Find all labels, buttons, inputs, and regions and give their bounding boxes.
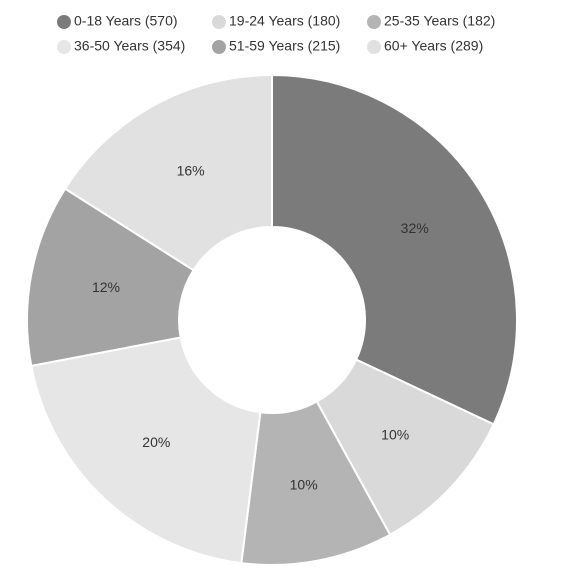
legend-label: 51-59 Years (215) (229, 38, 340, 54)
data-label: 12% (92, 279, 120, 295)
legend-label: 36-50 Years (354) (74, 38, 185, 54)
legend-label: 60+ Years (289) (384, 38, 483, 54)
data-label: 10% (381, 426, 409, 442)
legend-swatch (367, 15, 381, 29)
legend-label: 19-24 Years (180) (229, 13, 340, 29)
donut-slice (271, 73, 518, 426)
donut-slice (63, 73, 273, 272)
data-label: 16% (177, 163, 205, 179)
legend-swatch (57, 40, 71, 54)
legend-swatch (57, 15, 71, 29)
data-label: 20% (142, 434, 170, 450)
donut-slice (30, 336, 262, 565)
data-label: 10% (290, 477, 318, 493)
data-label: 32% (401, 220, 429, 236)
legend-swatch (212, 40, 226, 54)
legend-label: 25-35 Years (182) (384, 13, 495, 29)
legend-swatch (367, 40, 381, 54)
donut-slice (26, 187, 195, 368)
legend-label: 0-18 Years (570) (74, 13, 178, 29)
legend-swatch (212, 15, 226, 29)
